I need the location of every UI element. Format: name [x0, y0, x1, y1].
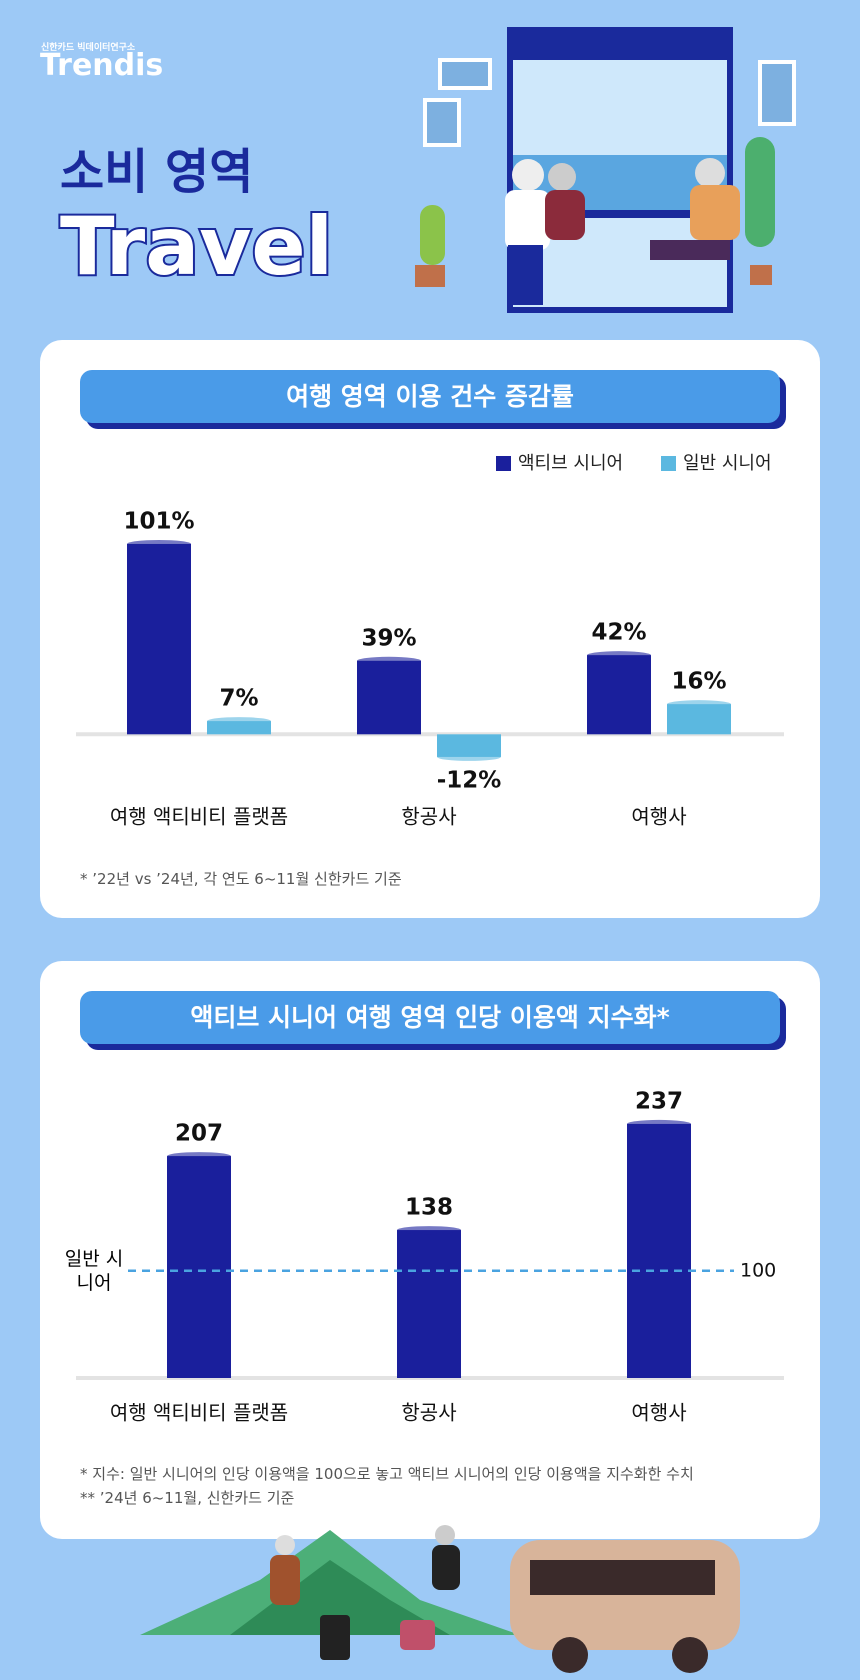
- note: * 지수: 일반 시니어의 인당 이용액을 100으로 놓고 액티브 시니어의 …: [80, 1465, 694, 1483]
- value-label: 7%: [219, 686, 258, 712]
- legend-label: 일반 시니어: [683, 453, 772, 474]
- value-label: 16%: [671, 669, 726, 695]
- value-label: 39%: [361, 625, 416, 651]
- bar-cap: [667, 700, 731, 709]
- x-tick-label: 여행사: [631, 1401, 686, 1425]
- reference-value: 100: [740, 1259, 776, 1281]
- value-label: 101%: [123, 508, 194, 534]
- bar: [357, 660, 421, 735]
- footer-illustration: [140, 1525, 740, 1673]
- page-title: 소비 영역: [60, 144, 254, 200]
- reference-label: 일반 시니어: [64, 1247, 124, 1294]
- x-tick-label: 항공사: [401, 1401, 456, 1425]
- value-label: 138: [405, 1195, 453, 1221]
- note: ** ’24년 6~11월, 신한카드 기준: [80, 1489, 295, 1507]
- legend-swatch: [496, 456, 511, 471]
- legend-swatch: [661, 456, 676, 471]
- note: * ’22년 vs ’24년, 각 연도 6~11월 신한카드 기준: [80, 870, 402, 888]
- chart: 여행 액티비티 플랫폼 207 항공사 138 여행사 237 100: [76, 1088, 784, 1425]
- bar: [167, 1156, 231, 1378]
- logo-small: 신한카드 빅데이터연구소: [41, 43, 136, 53]
- value-label: 237: [635, 1088, 683, 1114]
- bar-cap: [207, 717, 271, 726]
- value-label: 207: [175, 1121, 223, 1147]
- bar-cap: [357, 656, 421, 665]
- page-subtitle: Travel: [58, 198, 335, 295]
- x-tick-label: 여행 액티비티 플랫폼: [110, 805, 288, 829]
- bar-cap: [167, 1152, 231, 1161]
- logo: Trendis: [40, 48, 164, 83]
- value-label: -12%: [437, 767, 502, 793]
- legend-label: 액티브 시니어: [518, 453, 623, 474]
- bar-cap: [437, 752, 501, 761]
- bar: [587, 655, 651, 735]
- chart-card: 여행 액티비티 플랫폼 207 항공사 138 여행사 237 100 액티브 시니어 여행…: [40, 961, 820, 1539]
- x-tick-label: 항공사: [401, 805, 456, 829]
- bar-cap: [397, 1226, 461, 1235]
- bar: [667, 704, 731, 735]
- bar-cap: [587, 651, 651, 660]
- bar-cap: [627, 1119, 691, 1128]
- x-tick-label: 여행 액티비티 플랫폼: [110, 1401, 288, 1425]
- chart-title: 액티브 시니어 여행 영역 인당 이용액 지수화*: [80, 991, 780, 1044]
- bar: [437, 734, 501, 757]
- bar: [397, 1230, 461, 1378]
- value-label: 42%: [591, 620, 646, 646]
- chart-title: 여행 영역 이용 건수 증감률: [80, 370, 780, 423]
- bar: [627, 1123, 691, 1378]
- bar: [127, 543, 191, 735]
- bar-cap: [127, 539, 191, 548]
- x-tick-label: 여행사: [631, 805, 686, 829]
- header-illustration: [415, 27, 796, 313]
